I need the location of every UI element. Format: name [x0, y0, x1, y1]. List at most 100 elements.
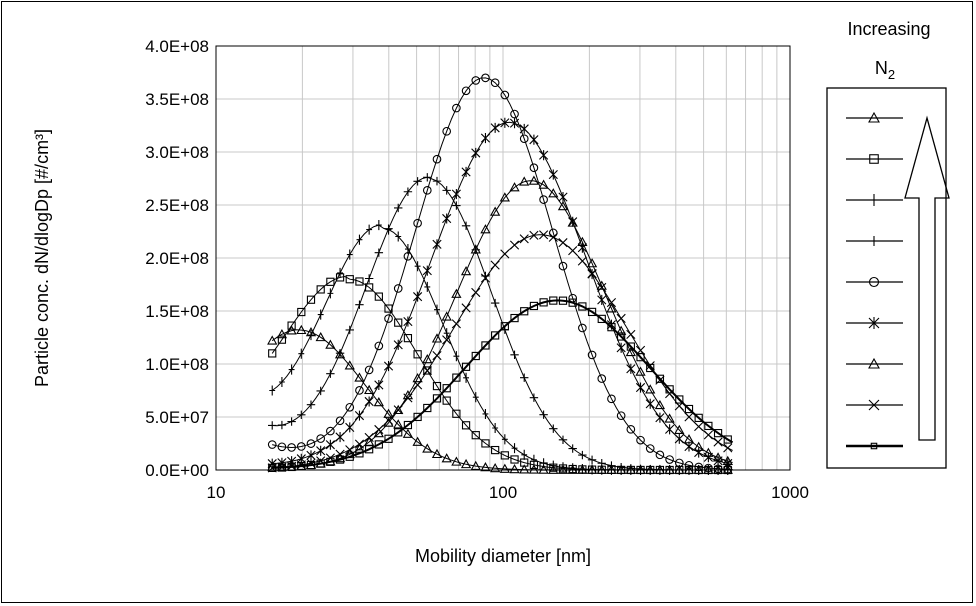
- data-point: [306, 295, 316, 304]
- data-point: [607, 461, 616, 470]
- data-point: [442, 396, 451, 405]
- data-point: [694, 421, 704, 432]
- data-point: [394, 203, 403, 213]
- data-point: [510, 455, 519, 464]
- data-point: [345, 445, 355, 455]
- series-line: [272, 121, 733, 466]
- legend-box: [826, 87, 947, 469]
- series-line: [272, 299, 734, 469]
- data-point: [383, 415, 394, 425]
- data-point: [490, 78, 500, 88]
- data-series: [267, 73, 734, 476]
- data-point: [597, 282, 607, 293]
- data-point: [869, 236, 879, 246]
- data-point: [674, 433, 684, 444]
- series-6: [267, 117, 733, 469]
- data-point: [393, 339, 403, 350]
- data-point: [442, 213, 452, 224]
- data-point: [519, 234, 529, 244]
- data-point: [268, 349, 277, 358]
- data-point: [463, 372, 470, 383]
- data-point: [480, 224, 491, 234]
- data-point: [442, 384, 451, 393]
- data-point: [635, 382, 646, 393]
- data-point: [578, 302, 587, 311]
- data-point: [645, 361, 655, 371]
- data-point: [635, 366, 646, 376]
- data-point: [548, 464, 559, 474]
- data-point: [645, 444, 655, 453]
- data-point: [432, 154, 442, 164]
- data-point: [287, 443, 296, 452]
- data-point: [403, 316, 413, 327]
- data-point: [684, 465, 694, 475]
- data-point: [470, 244, 481, 254]
- data-point: [441, 453, 452, 463]
- data-point: [480, 462, 491, 472]
- grid: [216, 46, 790, 470]
- y-tick-labels: 0.0E+00 5.0E+07 1.0E+08 1.5E+08 2.0E+08 2.5E+…: [145, 37, 209, 480]
- data-point: [412, 372, 423, 383]
- data-point: [510, 313, 519, 323]
- y-axis-label: Particle conc. dN/dlogDp [#/cm³]: [32, 129, 52, 387]
- data-point: [646, 363, 655, 373]
- data-point: [471, 431, 480, 440]
- data-point: [306, 460, 316, 470]
- data-point: [568, 246, 578, 256]
- data-point: [529, 230, 539, 240]
- data-point: [422, 265, 432, 276]
- data-point: [346, 249, 353, 260]
- data-point: [472, 392, 479, 403]
- data-point: [413, 291, 423, 302]
- data-point: [366, 224, 373, 235]
- data-point: [626, 363, 636, 374]
- data-point: [451, 319, 461, 329]
- data-point: [587, 307, 597, 317]
- data-point: [655, 465, 665, 474]
- data-point: [402, 428, 414, 438]
- data-point: [434, 304, 440, 315]
- data-point: [616, 313, 626, 323]
- data-point: [597, 459, 606, 468]
- data-point: [500, 451, 509, 460]
- data-point: [597, 314, 606, 324]
- data-point: [557, 200, 569, 211]
- data-point: [422, 366, 432, 376]
- series-line: [271, 224, 733, 471]
- data-point: [492, 422, 499, 434]
- data-point: [481, 73, 490, 83]
- data-point: [509, 463, 520, 474]
- plot-area: [215, 45, 791, 471]
- series-7: [267, 175, 733, 471]
- data-point: [423, 403, 432, 413]
- series-9: [268, 296, 734, 472]
- data-point: [646, 465, 655, 474]
- y-tick-label: 0.0E+00: [145, 461, 209, 480]
- data-point: [460, 266, 472, 276]
- y-tick-label: 2.0E+08: [145, 249, 209, 268]
- data-point: [413, 218, 422, 228]
- data-point: [393, 404, 404, 415]
- data-point: [451, 288, 462, 298]
- data-point: [393, 284, 403, 293]
- data-point: [316, 285, 325, 294]
- data-point: [384, 314, 393, 323]
- data-point: [335, 416, 345, 426]
- data-point: [490, 462, 501, 473]
- data-point: [355, 449, 364, 458]
- data-point: [326, 369, 335, 378]
- data-point: [383, 361, 394, 372]
- data-point: [548, 169, 558, 180]
- data-point: [403, 334, 413, 343]
- data-point: [471, 351, 480, 361]
- data-point: [267, 335, 278, 345]
- data-point: [654, 399, 666, 410]
- series-line: [271, 275, 733, 471]
- y-tick-label: 3.5E+08: [145, 90, 209, 109]
- data-point: [384, 434, 393, 443]
- data-point: [325, 339, 336, 349]
- data-point: [461, 303, 471, 313]
- data-point: [345, 452, 354, 461]
- data-point: [568, 298, 577, 307]
- data-point: [345, 402, 355, 412]
